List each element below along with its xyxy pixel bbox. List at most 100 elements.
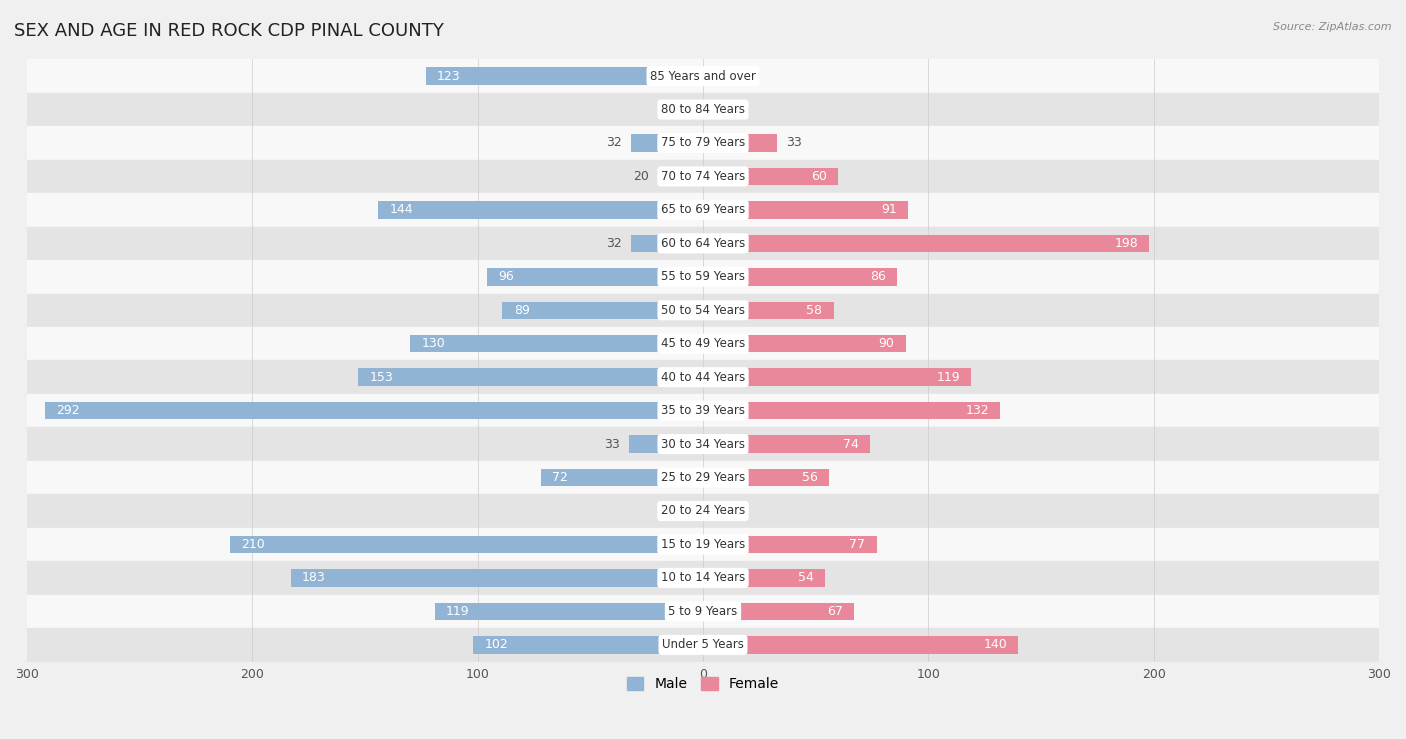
Text: 8: 8 bbox=[730, 505, 738, 517]
Bar bbox=[474, 636, 703, 653]
Text: 60: 60 bbox=[811, 170, 827, 183]
Text: 89: 89 bbox=[513, 304, 530, 317]
Bar bbox=[502, 302, 703, 319]
Text: 70 to 74 Years: 70 to 74 Years bbox=[661, 170, 745, 183]
Bar bbox=[27, 126, 1379, 160]
Text: Under 5 Years: Under 5 Years bbox=[662, 638, 744, 651]
Bar bbox=[411, 335, 703, 353]
Bar bbox=[631, 134, 703, 151]
Bar bbox=[45, 402, 703, 419]
Bar bbox=[486, 268, 703, 285]
Text: 77: 77 bbox=[849, 538, 865, 551]
Bar bbox=[703, 235, 1149, 252]
Text: 65 to 69 Years: 65 to 69 Years bbox=[661, 203, 745, 217]
Bar bbox=[541, 469, 703, 486]
Text: 85 Years and over: 85 Years and over bbox=[650, 69, 756, 83]
Text: 130: 130 bbox=[422, 337, 446, 350]
Text: 90: 90 bbox=[879, 337, 894, 350]
Bar bbox=[703, 369, 972, 386]
Bar bbox=[27, 227, 1379, 260]
Bar bbox=[27, 59, 1379, 93]
Bar bbox=[703, 168, 838, 185]
Text: 153: 153 bbox=[370, 371, 394, 384]
Bar bbox=[703, 435, 870, 453]
Text: 0: 0 bbox=[686, 103, 695, 116]
Text: SEX AND AGE IN RED ROCK CDP PINAL COUNTY: SEX AND AGE IN RED ROCK CDP PINAL COUNTY bbox=[14, 22, 444, 40]
Text: 35 to 39 Years: 35 to 39 Years bbox=[661, 404, 745, 417]
Bar bbox=[27, 193, 1379, 227]
Text: 45 to 49 Years: 45 to 49 Years bbox=[661, 337, 745, 350]
Bar bbox=[426, 67, 703, 85]
Bar bbox=[703, 536, 876, 554]
Text: 33: 33 bbox=[603, 437, 620, 451]
Text: 55 to 59 Years: 55 to 59 Years bbox=[661, 270, 745, 283]
Bar bbox=[703, 268, 897, 285]
Bar bbox=[628, 435, 703, 453]
Bar bbox=[27, 160, 1379, 193]
Text: 102: 102 bbox=[485, 638, 508, 651]
Text: 74: 74 bbox=[842, 437, 859, 451]
Bar bbox=[658, 168, 703, 185]
Text: 75 to 79 Years: 75 to 79 Years bbox=[661, 137, 745, 149]
Bar bbox=[27, 528, 1379, 561]
Text: 32: 32 bbox=[606, 137, 621, 149]
Text: 25 to 29 Years: 25 to 29 Years bbox=[661, 471, 745, 484]
Text: 132: 132 bbox=[966, 404, 990, 417]
Bar bbox=[27, 628, 1379, 661]
Bar bbox=[27, 494, 1379, 528]
Bar bbox=[27, 394, 1379, 427]
Bar bbox=[703, 636, 1018, 653]
Text: 72: 72 bbox=[553, 471, 568, 484]
Bar bbox=[359, 369, 703, 386]
Bar bbox=[27, 361, 1379, 394]
Text: 91: 91 bbox=[882, 203, 897, 217]
Text: 119: 119 bbox=[446, 605, 470, 618]
Bar bbox=[703, 402, 1001, 419]
Text: 80 to 84 Years: 80 to 84 Years bbox=[661, 103, 745, 116]
Bar bbox=[703, 302, 834, 319]
Bar bbox=[27, 293, 1379, 327]
Text: 20: 20 bbox=[633, 170, 650, 183]
Bar bbox=[27, 461, 1379, 494]
Text: 56: 56 bbox=[801, 471, 818, 484]
Text: 0: 0 bbox=[711, 103, 720, 116]
Bar bbox=[703, 569, 825, 587]
Text: 5 to 9 Years: 5 to 9 Years bbox=[668, 605, 738, 618]
Bar bbox=[27, 561, 1379, 595]
Bar bbox=[27, 427, 1379, 461]
Text: 54: 54 bbox=[797, 571, 814, 585]
Text: 50 to 54 Years: 50 to 54 Years bbox=[661, 304, 745, 317]
Text: 183: 183 bbox=[302, 571, 326, 585]
Text: 33: 33 bbox=[786, 137, 803, 149]
Bar bbox=[229, 536, 703, 554]
Text: Source: ZipAtlas.com: Source: ZipAtlas.com bbox=[1274, 22, 1392, 33]
Text: 198: 198 bbox=[1114, 236, 1137, 250]
Text: 10 to 14 Years: 10 to 14 Years bbox=[661, 571, 745, 585]
Bar bbox=[703, 503, 721, 520]
Text: 140: 140 bbox=[983, 638, 1007, 651]
Text: 67: 67 bbox=[827, 605, 842, 618]
Text: 20 to 24 Years: 20 to 24 Years bbox=[661, 505, 745, 517]
Text: 30 to 34 Years: 30 to 34 Years bbox=[661, 437, 745, 451]
Bar bbox=[27, 327, 1379, 361]
Bar bbox=[27, 93, 1379, 126]
Bar bbox=[703, 469, 830, 486]
Bar bbox=[703, 134, 778, 151]
Text: 32: 32 bbox=[606, 236, 621, 250]
Text: 0: 0 bbox=[711, 69, 720, 83]
Text: 60 to 64 Years: 60 to 64 Years bbox=[661, 236, 745, 250]
Bar bbox=[703, 201, 908, 219]
Text: 58: 58 bbox=[807, 304, 823, 317]
Text: 86: 86 bbox=[870, 270, 886, 283]
Text: 119: 119 bbox=[936, 371, 960, 384]
Text: 210: 210 bbox=[240, 538, 264, 551]
Legend: Male, Female: Male, Female bbox=[621, 672, 785, 697]
Bar bbox=[291, 569, 703, 587]
Text: 15 to 19 Years: 15 to 19 Years bbox=[661, 538, 745, 551]
Bar bbox=[703, 335, 905, 353]
Bar bbox=[27, 260, 1379, 293]
Text: 40 to 44 Years: 40 to 44 Years bbox=[661, 371, 745, 384]
Text: 144: 144 bbox=[389, 203, 413, 217]
Bar bbox=[434, 603, 703, 620]
Text: 0: 0 bbox=[686, 505, 695, 517]
